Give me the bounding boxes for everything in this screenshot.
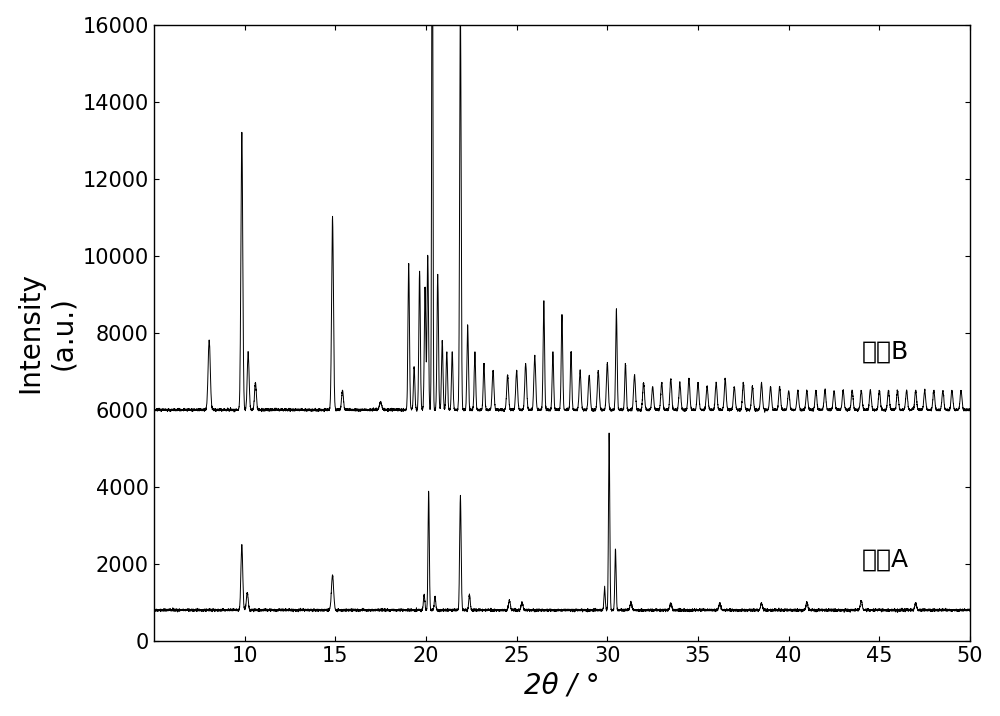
Text: 晶型A: 晶型A [861, 548, 908, 572]
Y-axis label: Intensity
(a.u.): Intensity (a.u.) [17, 272, 77, 393]
X-axis label: 2θ / °: 2θ / ° [524, 672, 600, 700]
Text: 晶型B: 晶型B [861, 340, 909, 364]
